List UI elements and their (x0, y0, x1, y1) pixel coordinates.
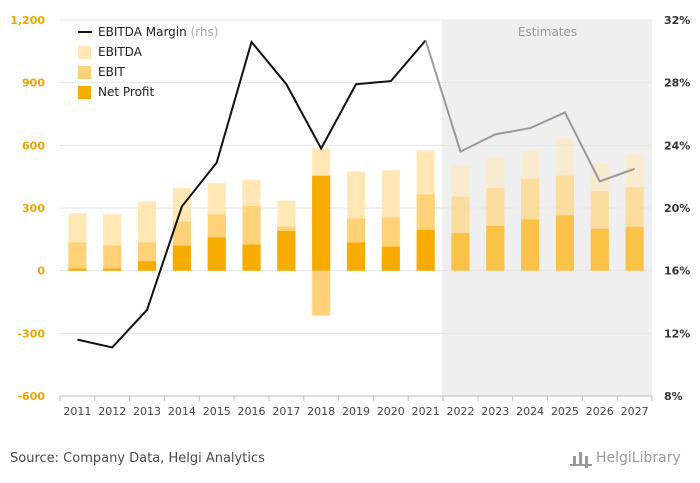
bar-ebit (312, 270, 331, 316)
bar-net-profit (103, 268, 122, 271)
legend-swatch-net-profit (78, 86, 91, 99)
bar-net-profit (138, 261, 157, 271)
bar-net-profit (68, 268, 87, 271)
x-tick-label: 2024 (516, 405, 544, 418)
bar-net-profit (381, 246, 400, 271)
y-left-tick-label: 600 (22, 139, 45, 152)
x-tick-label: 2012 (98, 405, 126, 418)
legend-swatch-ebit (78, 66, 91, 79)
x-tick-label: 2023 (481, 405, 509, 418)
bar-net-profit (486, 225, 505, 271)
legend-label-ebitda: EBITDA (98, 45, 143, 59)
library-icon (570, 450, 592, 466)
bar-net-profit (625, 226, 644, 271)
y-right-tick-label: 16% (664, 265, 690, 278)
bar-net-profit (346, 242, 366, 271)
x-tick-label: 2021 (412, 405, 440, 418)
y-right-tick-label: 28% (664, 77, 690, 90)
y-left-tick-label: -300 (17, 327, 45, 340)
bar-net-profit (242, 244, 261, 271)
bar-net-profit (521, 219, 540, 271)
estimates-label: Estimates (518, 25, 577, 39)
bar-net-profit (451, 233, 470, 271)
helgi-library-logo: HelgiLibrary (570, 450, 681, 466)
x-tick-label: 2015 (203, 405, 231, 418)
x-tick-label: 2025 (551, 405, 579, 418)
bar-net-profit (416, 229, 435, 271)
y-left-tick-label: 0 (37, 265, 45, 278)
bar-ebit (103, 245, 122, 271)
x-tick-label: 2014 (168, 405, 196, 418)
bar-net-profit (172, 245, 191, 271)
x-tick-label: 2027 (621, 405, 649, 418)
bar-net-profit (277, 230, 296, 271)
legend-label-net-profit: Net Profit (98, 85, 154, 99)
chart: Estimates -600 -300 0 300 600 900 1,200 8% 12% 16%… (10, 14, 690, 418)
y-right-tick-label: 8% (664, 390, 683, 403)
x-tick-label: 2017 (272, 405, 300, 418)
y-right-tick-label: 12% (664, 327, 690, 340)
x-tick-label: 2018 (307, 405, 335, 418)
y-left-tick-label: 300 (22, 202, 45, 215)
x-tick-label: 2026 (586, 405, 614, 418)
ebitda-margin-line-estimate (424, 40, 635, 183)
bar-ebit (68, 242, 87, 271)
y-left-tick-label: -600 (17, 390, 45, 403)
y-right-tick-label: 24% (664, 139, 690, 152)
x-tick-label: 2016 (238, 405, 266, 418)
legend-label-ebitda-margin: EBITDA Margin (rhs) (98, 25, 219, 39)
legend-suffix-rhs: (rhs) (191, 25, 219, 39)
x-tick-label: 2020 (377, 405, 405, 418)
y-right-tick-label: 32% (664, 14, 690, 27)
bar-net-profit (555, 215, 574, 271)
logo-text: HelgiLibrary (596, 450, 681, 466)
x-tick-label: 2011 (63, 405, 91, 418)
y-right-tick-label: 20% (664, 202, 690, 215)
y-left-tick-label: 900 (22, 77, 45, 90)
legend-swatch-ebitda (78, 46, 91, 59)
ebitda-margin-line-actual (77, 39, 427, 349)
source-note: Source: Company Data, Helgi Analytics (10, 451, 265, 466)
bar-net-profit (207, 237, 226, 271)
bar-net-profit (312, 175, 331, 271)
legend-label-ebit: EBIT (98, 65, 125, 79)
y-left-tick-label: 1,200 (10, 14, 45, 27)
x-tick-label: 2022 (446, 405, 474, 418)
bar-net-profit (590, 228, 609, 271)
x-tick-label: 2013 (133, 405, 161, 418)
x-tick-label: 2019 (342, 405, 370, 418)
